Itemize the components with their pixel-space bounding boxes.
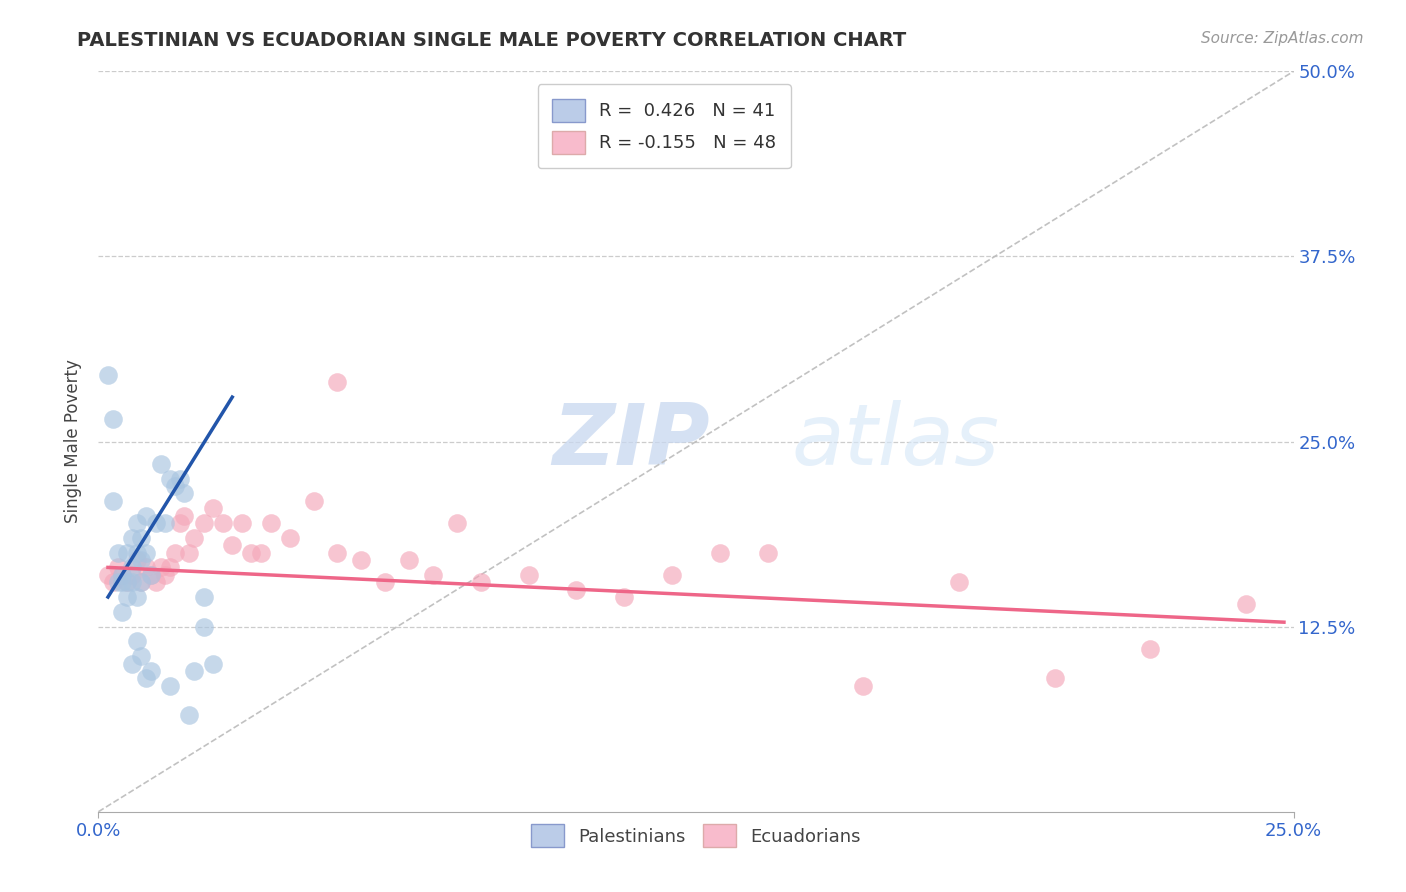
- Point: [131, 553, 153, 567]
- Point: [111, 575, 134, 590]
- Point: [155, 567, 177, 582]
- Text: PALESTINIAN VS ECUADORIAN SINGLE MALE POVERTY CORRELATION CHART: PALESTINIAN VS ECUADORIAN SINGLE MALE PO…: [77, 31, 907, 50]
- Point: [169, 516, 191, 530]
- Point: [179, 708, 201, 723]
- Point: [470, 575, 492, 590]
- Point: [565, 582, 588, 597]
- Point: [183, 664, 205, 678]
- Point: [661, 567, 683, 582]
- Y-axis label: Single Male Poverty: Single Male Poverty: [65, 359, 83, 524]
- Point: [107, 575, 129, 590]
- Point: [111, 567, 134, 582]
- Point: [374, 575, 396, 590]
- Point: [1043, 672, 1066, 686]
- Point: [326, 546, 349, 560]
- Point: [135, 560, 157, 574]
- Point: [398, 553, 420, 567]
- Text: atlas: atlas: [792, 400, 1000, 483]
- Point: [446, 516, 468, 530]
- Point: [193, 619, 215, 633]
- Point: [159, 679, 181, 693]
- Point: [1234, 598, 1257, 612]
- Point: [149, 457, 172, 471]
- Point: [202, 657, 225, 671]
- Point: [121, 531, 143, 545]
- Point: [179, 546, 201, 560]
- Point: [145, 516, 167, 530]
- Point: [193, 516, 215, 530]
- Point: [125, 634, 148, 648]
- Point: [115, 575, 138, 590]
- Point: [107, 546, 129, 560]
- Point: [278, 531, 301, 545]
- Point: [125, 546, 148, 560]
- Point: [149, 560, 172, 574]
- Point: [101, 575, 124, 590]
- Point: [111, 605, 134, 619]
- Point: [159, 560, 181, 574]
- Point: [211, 516, 233, 530]
- Point: [125, 590, 148, 604]
- Point: [193, 590, 215, 604]
- Point: [231, 516, 253, 530]
- Point: [121, 567, 143, 582]
- Point: [517, 567, 540, 582]
- Point: [183, 531, 205, 545]
- Point: [115, 590, 138, 604]
- Point: [169, 471, 191, 485]
- Point: [422, 567, 444, 582]
- Text: ZIP: ZIP: [553, 400, 710, 483]
- Point: [173, 486, 195, 500]
- Point: [240, 546, 263, 560]
- Point: [139, 567, 162, 582]
- Point: [125, 553, 148, 567]
- Text: Source: ZipAtlas.com: Source: ZipAtlas.com: [1201, 31, 1364, 46]
- Point: [131, 649, 153, 664]
- Point: [101, 412, 124, 426]
- Point: [135, 546, 157, 560]
- Point: [163, 479, 186, 493]
- Point: [121, 560, 143, 574]
- Point: [756, 546, 779, 560]
- Point: [111, 567, 134, 582]
- Point: [97, 567, 120, 582]
- Point: [115, 546, 138, 560]
- Point: [709, 546, 731, 560]
- Point: [221, 538, 243, 552]
- Point: [115, 575, 138, 590]
- Point: [259, 516, 281, 530]
- Point: [350, 553, 373, 567]
- Point: [131, 531, 153, 545]
- Point: [107, 560, 129, 574]
- Point: [163, 546, 186, 560]
- Point: [131, 575, 153, 590]
- Point: [125, 516, 148, 530]
- Point: [1139, 641, 1161, 656]
- Point: [135, 672, 157, 686]
- Point: [159, 471, 181, 485]
- Legend: Palestinians, Ecuadorians: Palestinians, Ecuadorians: [524, 817, 868, 855]
- Point: [121, 657, 143, 671]
- Point: [173, 508, 195, 523]
- Point: [948, 575, 970, 590]
- Point: [97, 368, 120, 382]
- Point: [613, 590, 636, 604]
- Point: [852, 679, 875, 693]
- Point: [326, 376, 349, 390]
- Point: [202, 501, 225, 516]
- Point: [250, 546, 273, 560]
- Point: [155, 516, 177, 530]
- Point: [135, 508, 157, 523]
- Point: [131, 575, 153, 590]
- Point: [121, 575, 143, 590]
- Point: [139, 664, 162, 678]
- Point: [139, 567, 162, 582]
- Point: [145, 575, 167, 590]
- Point: [302, 493, 325, 508]
- Point: [101, 493, 124, 508]
